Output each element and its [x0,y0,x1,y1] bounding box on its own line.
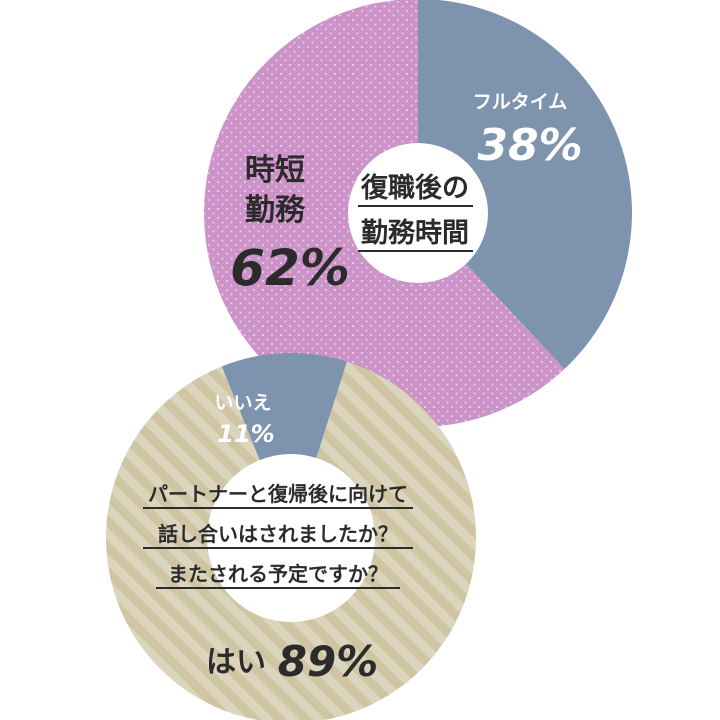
work-hours-center-hole [348,143,488,283]
fulltime-slice [418,0,632,369]
shorttime-label-line-2: 勤務 [245,193,306,228]
work-hours-center-line-1: 復職後の [360,172,469,204]
yes-label: はい [206,645,266,680]
yes-percent: 89% [278,637,379,686]
partner-talk-center-line-2: 話し合いはされましたか？ [158,522,398,546]
partner-talk-center-line-3: またされる予定ですか？ [168,562,388,586]
shorttime-percent: 62% [230,239,350,297]
work-hours-slices [204,0,632,427]
no-percent: 11% [217,420,274,448]
fulltime-percent: 38% [477,120,582,171]
partner-talk-center-line-1: パートナーと復帰後に向けて [148,482,408,506]
partner-talk-donut-chart: パートナーと復帰後に向けて 話し合いはされましたか？ またされる予定ですか？ い… [106,352,476,720]
fulltime-label: フルタイム [473,91,568,113]
shorttime-label-line-1: 時短 [245,153,305,188]
work-hours-center-line-2: 勤務時間 [361,218,469,249]
partner-talk-center-hole [207,454,375,622]
work-hours-donut-chart: 復職後の 勤務時間 フルタイム 38% 時短 勤務 62% [204,0,632,427]
no-label: いいえ [214,392,271,414]
no-slice [221,352,347,538]
